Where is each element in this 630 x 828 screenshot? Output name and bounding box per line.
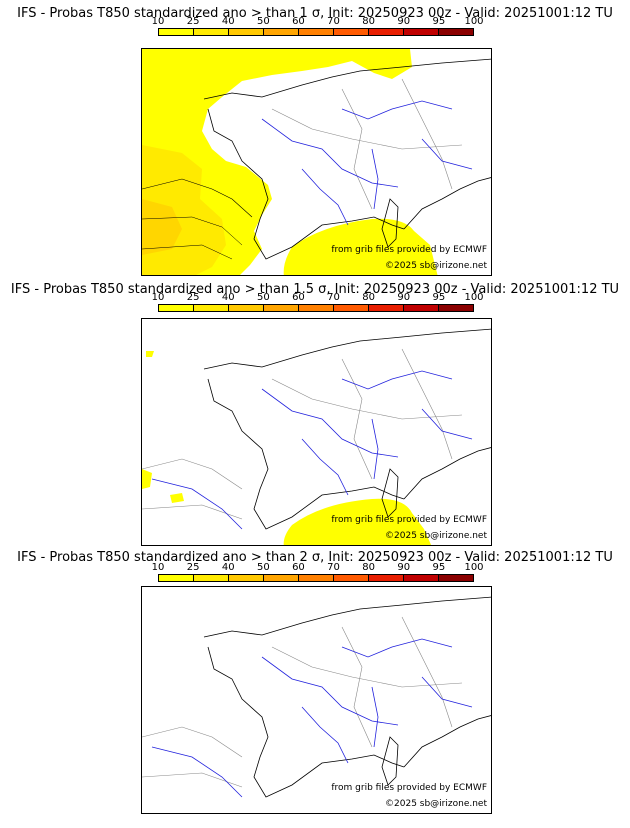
- colorbar-cells: [158, 304, 474, 312]
- colorbar-cell: [334, 305, 369, 311]
- map-svg: [142, 49, 491, 275]
- colorbar-cell: [404, 305, 439, 311]
- credit-copyright: ©2025 sb@irizone.net: [385, 531, 487, 541]
- colorbar-tick-label: 70: [327, 16, 340, 27]
- colorbar-cell: [334, 575, 369, 581]
- colorbar-cell: [264, 305, 299, 311]
- colorbar-cell: [229, 575, 264, 581]
- probability-map: from grib files provided by ECMWF ©2025 …: [141, 48, 492, 276]
- probability-map: from grib files provided by ECMWF ©2025 …: [141, 586, 492, 814]
- colorbar-cell: [159, 575, 194, 581]
- credit-copyright: ©2025 sb@irizone.net: [385, 261, 487, 271]
- colorbar-tick-label: 60: [292, 292, 305, 303]
- panel-title: IFS - Probas T850 standardized ano > tha…: [17, 550, 613, 565]
- colorbar-cell: [229, 29, 264, 35]
- colorbar-cell: [299, 305, 334, 311]
- colorbar-tick-label: 50: [256, 562, 270, 573]
- colorbar-tick-label: 40: [221, 562, 235, 573]
- colorbar-tick-label: 40: [221, 16, 235, 27]
- colorbar-tick-label: 25: [186, 562, 200, 573]
- map-panel-2: IFS - Probas T850 standardized ano > tha…: [0, 276, 630, 546]
- map-panel-3: IFS - Probas T850 standardized ano > tha…: [0, 546, 630, 828]
- colorbar-tick-label: 100: [464, 16, 484, 27]
- colorbar-tick-label: 100: [464, 292, 484, 303]
- colorbar-tick-label: 10: [151, 292, 165, 303]
- map-svg: [142, 328, 491, 545]
- map-panel-1: IFS - Probas T850 standardized ano > tha…: [0, 0, 630, 276]
- colorbar-cell: [159, 29, 194, 35]
- colorbar-tick-label: 25: [186, 16, 200, 27]
- colorbar-tick-label: 90: [397, 16, 411, 27]
- colorbar-tick-label: 100: [464, 562, 484, 573]
- colorbar-tick-label: 80: [362, 292, 376, 303]
- colorbar-cell: [194, 305, 229, 311]
- colorbar-cell: [264, 575, 299, 581]
- colorbar-cell: [439, 575, 473, 581]
- colorbar-cell: [334, 29, 369, 35]
- credit-source: from grib files provided by ECMWF: [331, 783, 487, 793]
- colorbar: 10 25 40 50 60 70 80 90 95 100: [0, 0, 630, 40]
- colorbar-tick-label: 70: [327, 292, 340, 303]
- colorbar-tick-label: 40: [221, 292, 235, 303]
- colorbar-cell: [229, 305, 264, 311]
- colorbar-cell: [194, 29, 229, 35]
- colorbar-tick-label: 90: [397, 292, 411, 303]
- colorbar-tick-label: 25: [186, 292, 200, 303]
- colorbar-cell: [194, 575, 229, 581]
- colorbar-cell: [159, 305, 194, 311]
- probability-map: from grib files provided by ECMWF ©2025 …: [141, 318, 492, 546]
- colorbar-tick-label: 50: [256, 292, 270, 303]
- colorbar-tick-label: 90: [397, 562, 411, 573]
- colorbar-tick-label: 60: [292, 562, 305, 573]
- colorbar-tick-label: 80: [362, 16, 376, 27]
- colorbar-tick-label: 70: [327, 562, 340, 573]
- colorbar-cell: [439, 29, 473, 35]
- colorbar-cell: [299, 575, 334, 581]
- colorbar-cell: [369, 305, 404, 311]
- colorbar-tick-label: 10: [151, 16, 165, 27]
- colorbar-tick-label: 10: [151, 562, 165, 573]
- colorbar-cell: [439, 305, 473, 311]
- colorbar-cells: [158, 28, 474, 36]
- credit-source: from grib files provided by ECMWF: [331, 515, 487, 525]
- colorbar-cell: [404, 29, 439, 35]
- colorbar-tick-label: 80: [362, 562, 376, 573]
- colorbar-tick-label: 95: [432, 16, 446, 27]
- colorbar: 10 25 40 50 60 70 80 90 95 100: [0, 546, 630, 586]
- colorbar-cell: [369, 575, 404, 581]
- colorbar-cell: [264, 29, 299, 35]
- colorbar-cell: [369, 29, 404, 35]
- colorbar-tick-label: 50: [256, 16, 270, 27]
- colorbar-cell: [299, 29, 334, 35]
- credit-source: from grib files provided by ECMWF: [331, 245, 487, 255]
- credit-copyright: ©2025 sb@irizone.net: [385, 799, 487, 809]
- colorbar: 10 25 40 50 60 70 80 90 95 100: [0, 276, 630, 316]
- map-svg: [142, 596, 491, 798]
- panel-title: IFS - Probas T850 standardized ano > tha…: [10, 282, 620, 297]
- colorbar-tick-label: 60: [292, 16, 305, 27]
- colorbar-cell: [404, 575, 439, 581]
- colorbar-cells: [158, 574, 474, 582]
- colorbar-tick-label: 95: [432, 562, 446, 573]
- colorbar-tick-label: 95: [432, 292, 446, 303]
- panel-title: IFS - Probas T850 standardized ano > tha…: [17, 6, 613, 21]
